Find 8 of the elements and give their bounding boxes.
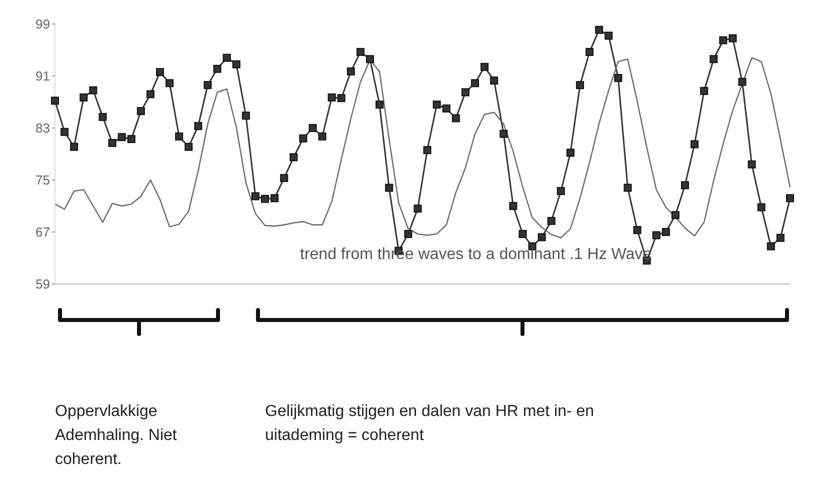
y-tick-label: 83: [36, 120, 50, 136]
text: Oppervlakkige Ademhaling. Niet coherent.: [55, 402, 178, 470]
y-tick-label: 67: [36, 224, 50, 240]
y-tick-label: 59: [36, 276, 50, 292]
y-tick-label: 75: [36, 172, 50, 188]
y-tick-label: 99: [36, 16, 50, 32]
y-tick-label: 91: [36, 68, 50, 84]
text: Gelijkmatig stijgen en dalen van HR met in- en uitademing = coherent: [265, 402, 596, 446]
